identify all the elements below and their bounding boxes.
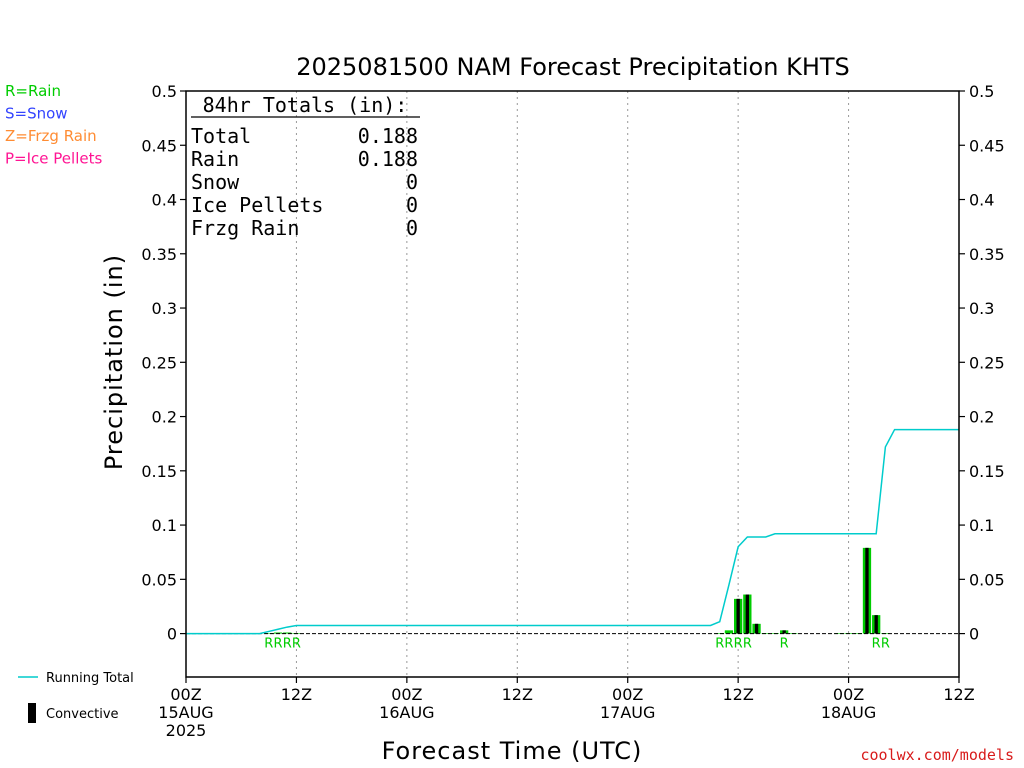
credit-text: coolwx.com/models: [860, 746, 1014, 764]
x-tick-label: 17AUG: [600, 703, 655, 722]
y-tick-label-right: 0.5: [969, 82, 994, 101]
y-tick-label-right: 0: [969, 625, 979, 644]
totals-value: 0.188: [358, 147, 418, 171]
precip-type-legend-item: P=Ice Pellets: [5, 150, 102, 168]
line-legend: Running Total Convective: [18, 671, 134, 723]
y-tick-label-left: 0: [167, 625, 177, 644]
totals-label: Ice Pellets: [191, 193, 323, 217]
precip-bar: [283, 632, 292, 634]
x-tick-label: 12Z: [722, 685, 753, 704]
x-tick-label: 00Z: [391, 685, 422, 704]
y-tick-label-left: 0.5: [152, 82, 177, 101]
x-tick-label: 15AUG: [158, 703, 213, 722]
y-tick-label-right: 0.35: [969, 245, 1005, 264]
precip-type-legend-item: R=Rain: [5, 82, 61, 100]
convective-swatch: [28, 703, 36, 723]
running-total-legend-label: Running Total: [46, 671, 134, 686]
convective-bar: [782, 630, 786, 634]
x-tick-label: 12Z: [281, 685, 312, 704]
convective-bar: [865, 547, 869, 634]
totals-rows: Total 0.188 Rain 0.188 Snow 0 Ice Pellets 0 Frzg…: [191, 124, 418, 240]
x-tick-label: 00Z: [170, 685, 201, 704]
convective-bar: [754, 623, 759, 634]
y-tick-label-right: 0.05: [969, 570, 1005, 589]
totals-label: Snow: [191, 170, 240, 194]
totals-heading: 84hr Totals (in):: [203, 93, 408, 117]
y-tick-label-left: 0.45: [141, 136, 177, 155]
precip-bar: [264, 633, 273, 634]
precip-type-letter: R: [734, 637, 743, 652]
precip-bar: [715, 633, 724, 634]
convective-bar: [745, 594, 750, 634]
x-tick-label: 18AUG: [821, 703, 876, 722]
precip-type-letter: R: [881, 637, 890, 652]
precip-type-letter: R: [780, 637, 789, 652]
precip-bar: [724, 630, 734, 634]
precip-type-letter: R: [743, 637, 752, 652]
running-total-line: [186, 428, 959, 635]
precip-type-legend-item: S=Snow: [5, 105, 68, 123]
chart-title: 2025081500 NAM Forecast Precipitation KH…: [296, 53, 850, 81]
precip-type-letter: R: [292, 637, 301, 652]
x-axis-label: Forecast Time (UTC): [382, 737, 643, 765]
y-axis-ticks: 0 00.05 0.050.1 0.10.15 0.150.2 0.20.25 0.250.…: [141, 82, 1004, 644]
totals-value: 0: [406, 193, 418, 217]
totals-value: 0.188: [358, 124, 418, 148]
y-tick-label-right: 0.3: [969, 299, 994, 318]
convective-bar: [874, 615, 878, 634]
totals-label: Total: [191, 124, 251, 148]
precip-type-legend: R=Rain S=Snow Z=Frzg Rain P=Ice Pellets: [5, 82, 102, 168]
x-tick-label: 12Z: [502, 685, 533, 704]
y-tick-label-right: 0.45: [969, 136, 1005, 155]
precip-type-letter: R: [872, 637, 881, 652]
y-tick-label-right: 0.2: [969, 408, 994, 427]
y-tick-label-left: 0.4: [152, 191, 177, 210]
precip-type-letter: R: [715, 637, 724, 652]
x-tick-label: 00Z: [833, 685, 864, 704]
grid-lines: [295, 91, 850, 677]
totals-box: 84hr Totals (in): Total 0.188 Rain 0.188 Sno…: [191, 93, 420, 240]
convective-legend-label: Convective: [46, 707, 119, 722]
precip-bar: [273, 632, 283, 634]
y-axis-label: Precipitation (in): [100, 254, 128, 470]
y-tick-label-left: 0.1: [152, 516, 177, 535]
y-tick-label-left: 0.3: [152, 299, 177, 318]
x-tick-label: 16AUG: [379, 703, 434, 722]
convective-bar: [736, 598, 740, 634]
y-tick-label-left: 0.05: [141, 570, 177, 589]
y-tick-label-right: 0.25: [969, 353, 1005, 372]
precip-bar: [853, 633, 862, 634]
precip-type-letter: R: [724, 637, 733, 652]
precip-type-letter: R: [274, 637, 283, 652]
x-tick-label: 12Z: [943, 685, 974, 704]
x-tick-label: 00Z: [612, 685, 643, 704]
y-tick-label-left: 0.15: [141, 462, 177, 481]
x-tick-label: 2025: [166, 721, 207, 740]
precip-type-letter: R: [283, 637, 292, 652]
precip-type-legend-item: Z=Frzg Rain: [5, 127, 97, 145]
y-tick-label-left: 0.2: [152, 408, 177, 427]
y-tick-label-left: 0.25: [141, 353, 177, 372]
y-tick-label-left: 0.35: [141, 245, 177, 264]
y-tick-label-right: 0.1: [969, 516, 994, 535]
precip-bar: [835, 633, 844, 634]
precip-type-letter: R: [264, 637, 273, 652]
totals-label: Rain: [191, 147, 239, 171]
totals-label: Frzg Rain: [191, 216, 299, 240]
precip-bars: [264, 547, 890, 634]
totals-value: 0: [406, 170, 418, 194]
y-tick-label-right: 0.15: [969, 462, 1005, 481]
plot-frame: [185, 90, 960, 678]
y-tick-label-right: 0.4: [969, 191, 994, 210]
totals-value: 0: [406, 216, 418, 240]
